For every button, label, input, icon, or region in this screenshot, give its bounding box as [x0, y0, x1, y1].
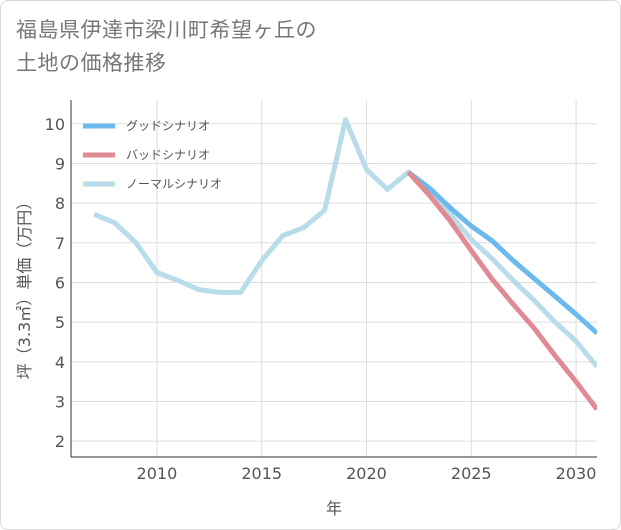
y-tick-label: 2	[55, 432, 65, 451]
y-tick-label: 3	[55, 392, 65, 411]
x-tick-label: 2020	[346, 464, 387, 483]
chart-title-line-1: 福島県伊達市梁川町希望ヶ丘の	[16, 18, 317, 42]
y-tick-label: 5	[55, 313, 65, 332]
y-tick-label: 10	[45, 115, 65, 134]
axes	[70, 100, 597, 458]
x-axis-title: 年	[326, 499, 342, 518]
y-axis-title: 坪（3.3㎡）単価（万円）	[15, 194, 34, 379]
legend-label: ノーマルシナリオ	[126, 177, 222, 191]
chart-title: 福島県伊達市梁川町希望ヶ丘の 土地の価格推移	[16, 14, 317, 80]
tick-labels: 2 3 4 5 6 7 8 9 10 2010 2015 2020 2025 2030	[45, 115, 597, 483]
series-line-2	[406, 170, 597, 411]
legend-label: グッドシナリオ	[126, 119, 210, 133]
series-line-3	[93, 117, 597, 369]
x-tick-label: 2030	[556, 464, 597, 483]
y-tick-label: 8	[55, 194, 65, 213]
x-tick-label: 2015	[241, 464, 282, 483]
series-line-1	[406, 170, 597, 336]
x-tick-label: 2025	[451, 464, 492, 483]
chart-title-line-2: 土地の価格推移	[16, 51, 167, 75]
y-tick-label: 9	[55, 154, 65, 173]
y-tick-label: 7	[55, 234, 65, 253]
x-tick-label: 2010	[137, 464, 178, 483]
series-lines	[93, 117, 597, 411]
y-tick-label: 6	[55, 273, 65, 292]
legend-label: バッドシナリオ	[126, 148, 210, 162]
grid	[71, 100, 597, 457]
y-tick-label: 4	[55, 353, 65, 372]
